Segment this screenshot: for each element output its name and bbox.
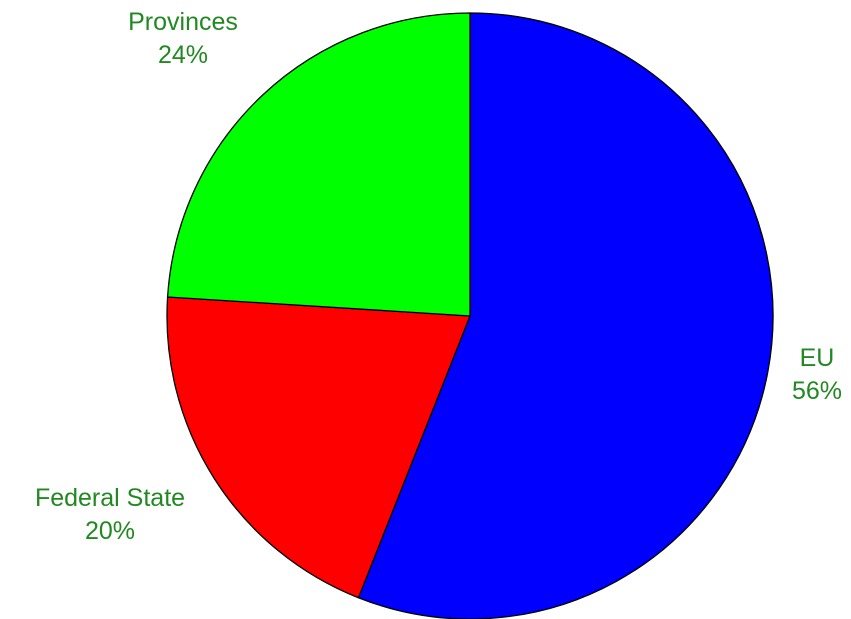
pie-slices <box>166 12 774 619</box>
pie-slice-provinces <box>166 12 471 317</box>
slice-label-provinces: Provinces <box>128 8 238 36</box>
pie-slice-eu <box>357 12 774 619</box>
slice-value-eu: 56% <box>792 377 842 405</box>
pie-labels: EU 56% Federal State 20% Provinces 24% <box>35 8 842 545</box>
slice-value-federal-state: 20% <box>85 517 135 545</box>
slice-value-provinces: 24% <box>158 41 208 69</box>
slice-label-eu: EU <box>800 344 835 372</box>
slice-label-federal-state: Federal State <box>35 484 185 512</box>
pie-slice-federal-state <box>166 296 471 599</box>
